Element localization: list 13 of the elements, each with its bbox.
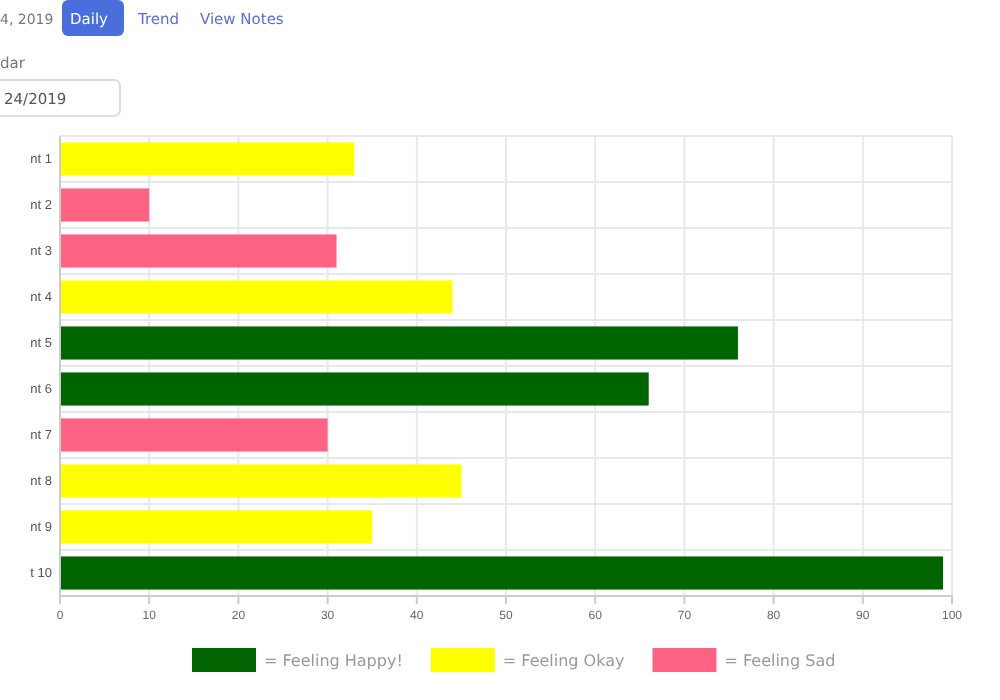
bar (60, 142, 355, 176)
bar (60, 372, 649, 406)
legend-label: = Feeling Sad (724, 652, 836, 670)
bar (60, 234, 337, 268)
bar (60, 556, 944, 590)
legend-label: = Feeling Okay (502, 652, 625, 670)
bar (60, 280, 453, 314)
bar (60, 510, 373, 544)
bar (60, 326, 738, 360)
bar (60, 418, 328, 452)
bar (60, 188, 150, 222)
legend-label: = Feeling Happy! (264, 652, 403, 670)
bar (60, 464, 462, 498)
